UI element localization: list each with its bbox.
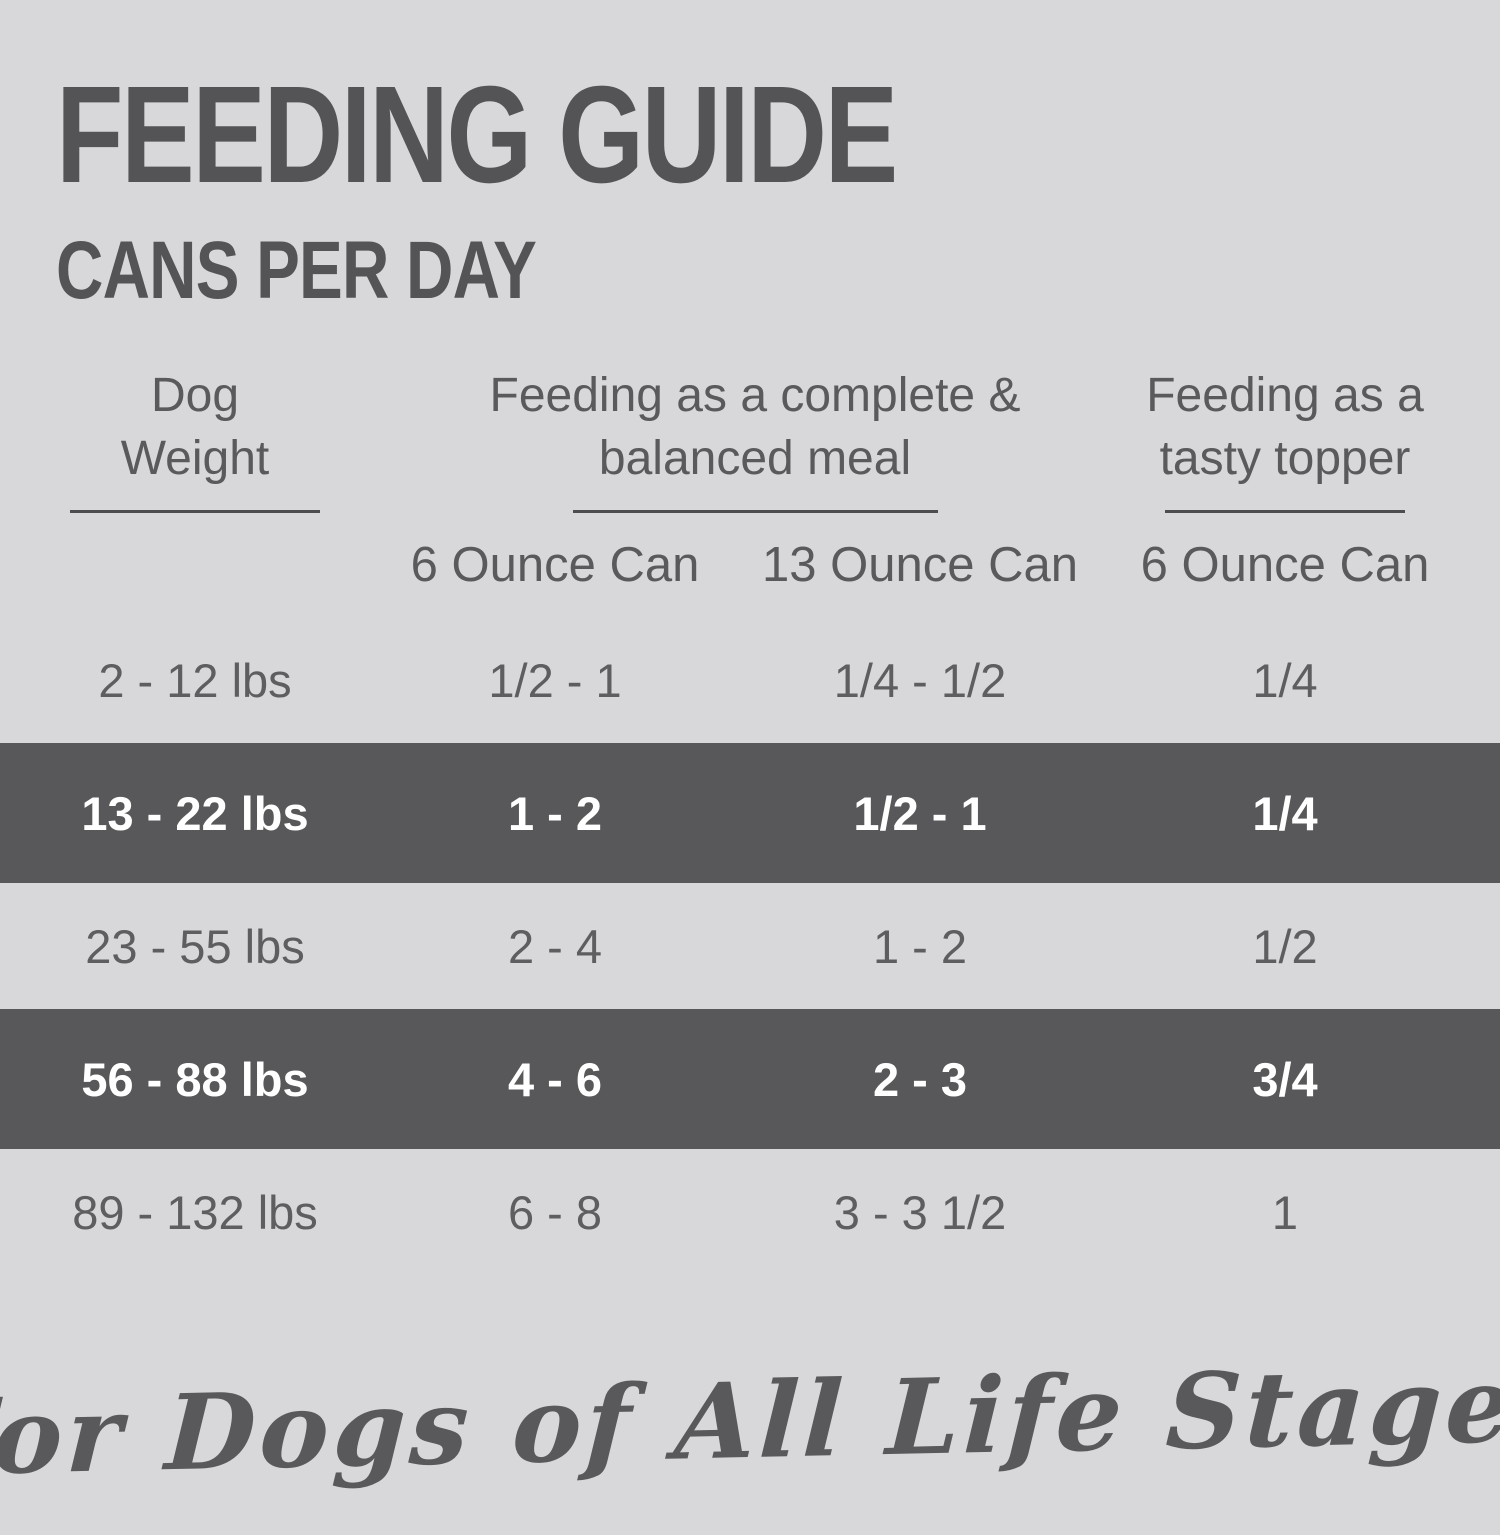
table-row: 89 - 132 lbs 6 - 8 3 - 3 1/2 1 [0, 1149, 1500, 1275]
cell-topper-6oz: 1/2 [1252, 919, 1318, 973]
life-stages-tagline: For Dogs of All Life Stages [0, 1341, 1500, 1499]
table-row-highlighted: 56 - 88 lbs 4 - 6 2 - 3 3/4 [0, 1009, 1500, 1149]
cell-topper-6oz: 1/4 [1252, 786, 1318, 840]
subheader-13oz-complete: 13 Ounce Can [762, 538, 1078, 592]
column-header-line: Feeding as a complete & [489, 369, 1021, 422]
cell-dog-weight: 56 - 88 lbs [81, 1052, 309, 1106]
column-header-line: Weight [120, 432, 270, 485]
subheader-6oz-topper: 6 Ounce Can [1140, 538, 1430, 592]
cell-topper-6oz: 3/4 [1252, 1052, 1318, 1106]
cell-complete-13oz: 2 - 3 [872, 1052, 968, 1106]
cell-complete-6oz: 4 - 6 [507, 1052, 603, 1106]
title-block: FEEDING GUIDE CANS PER DAY [0, 0, 1500, 312]
cell-complete-13oz: 3 - 3 1/2 [833, 1185, 1007, 1239]
column-header-line: Dog [150, 369, 240, 422]
header-underline [1165, 510, 1405, 513]
cell-dog-weight: 23 - 55 lbs [85, 919, 305, 973]
cell-complete-13oz: 1/2 - 1 [853, 786, 987, 840]
column-group-headers: Dog Weight Feeding as a complete & balan… [0, 364, 1500, 513]
table-row: 2 - 12 lbs 1/2 - 1 1/4 - 1/2 1/4 [0, 617, 1500, 743]
cell-complete-6oz: 2 - 4 [507, 919, 603, 973]
subheader-6oz-complete: 6 Ounce Can [410, 538, 700, 592]
column-header-complete-meal: Feeding as a complete & balanced meal [390, 364, 1120, 513]
cell-dog-weight: 2 - 12 lbs [98, 653, 292, 707]
column-header-tasty-topper: Feeding as a tasty topper [1120, 364, 1450, 513]
feeding-guide-infographic: FEEDING GUIDE CANS PER DAY Dog Weight Fe… [0, 0, 1500, 1499]
table-row: 23 - 55 lbs 2 - 4 1 - 2 1/2 [0, 883, 1500, 1009]
column-header-line: Feeding as a [1146, 369, 1424, 422]
table-row-highlighted: 13 - 22 lbs 1 - 2 1/2 - 1 1/4 [0, 743, 1500, 883]
cell-complete-6oz: 6 - 8 [507, 1185, 603, 1239]
header-underline [70, 510, 320, 513]
cell-dog-weight: 89 - 132 lbs [72, 1185, 318, 1239]
can-size-subheaders: 6 Ounce Can 13 Ounce Can 6 Ounce Can [0, 513, 1500, 617]
header-underline [572, 510, 938, 513]
column-header-dog-weight: Dog Weight [0, 364, 390, 513]
cell-topper-6oz: 1/4 [1252, 653, 1318, 707]
column-header-line: tasty topper [1159, 432, 1411, 485]
footer: For Dogs of All Life Stages [0, 1275, 1500, 1535]
cell-complete-6oz: 1 - 2 [507, 786, 603, 840]
cell-complete-6oz: 1/2 - 1 [488, 653, 622, 707]
column-header-line: balanced meal [598, 432, 912, 485]
page-title: FEEDING GUIDE [56, 58, 898, 212]
cell-complete-13oz: 1 - 2 [872, 919, 968, 973]
cell-complete-13oz: 1/4 - 1/2 [833, 653, 1007, 707]
cell-topper-6oz: 1 [1271, 1185, 1299, 1239]
page-subtitle: CANS PER DAY [56, 225, 537, 316]
cell-dog-weight: 13 - 22 lbs [81, 786, 309, 840]
